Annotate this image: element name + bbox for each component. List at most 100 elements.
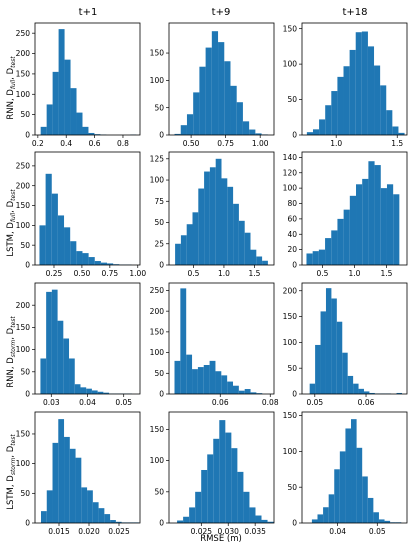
x-tick-label: 0.020 bbox=[78, 527, 100, 536]
y-tick-label: 50 bbox=[20, 110, 30, 119]
histogram-panel-r2-c2: 0.05 0.06 0 50 100 150 200 bbox=[283, 282, 408, 407]
histogram-bar bbox=[373, 512, 379, 523]
histogram-panel-r1-c1: 0.5 1.0 1.5 0 25 50 75 100 125 bbox=[150, 151, 275, 278]
histogram-bar bbox=[318, 249, 326, 265]
histogram-bar bbox=[211, 31, 219, 136]
x-tick-label: 0.5 bbox=[317, 269, 329, 278]
histogram-bar bbox=[374, 65, 381, 135]
axes-frame bbox=[301, 411, 408, 524]
x-tick-label: 1.0 bbox=[218, 269, 230, 278]
x-tick-label: 0.50 bbox=[74, 269, 91, 278]
histogram-bar bbox=[110, 520, 116, 523]
histogram-bar bbox=[312, 129, 320, 135]
histogram-bar bbox=[192, 212, 199, 265]
histogram-bar bbox=[349, 49, 356, 135]
y-tick-label: 0 bbox=[292, 261, 297, 270]
row-label-3: LSTM, Dstorm, Dtest bbox=[6, 434, 17, 510]
histogram-bar bbox=[309, 383, 316, 394]
histogram-bar bbox=[337, 218, 344, 265]
histogram-bar bbox=[40, 126, 47, 135]
y-tick-label: 50 bbox=[20, 367, 30, 376]
x-tick-label: 0.5 bbox=[187, 269, 199, 278]
histogram-bar bbox=[180, 288, 187, 394]
y-tick-label: 100 bbox=[283, 338, 298, 347]
histogram-bar bbox=[336, 321, 343, 394]
x-tick-label: 0.05 bbox=[369, 527, 386, 536]
y-tick-label: 50 bbox=[154, 487, 164, 496]
histogram-bar bbox=[323, 507, 329, 523]
y-tick-label: 50 bbox=[287, 364, 297, 373]
column-title-t1: t+1 bbox=[79, 7, 98, 18]
y-tick-label: 0 bbox=[292, 519, 297, 528]
histogram-bar bbox=[51, 193, 58, 265]
histogram-panel-r2-c1: 0.06 0.08 0 50 100 150 200 250 bbox=[150, 282, 279, 407]
histogram-bar bbox=[100, 262, 108, 265]
histogram-bar bbox=[174, 360, 181, 394]
y-tick-label: 100 bbox=[16, 345, 31, 354]
y-tick-label: 150 bbox=[150, 425, 165, 434]
histogram-bar bbox=[345, 428, 352, 523]
histogram-bar bbox=[46, 291, 52, 394]
histogram-bar bbox=[177, 520, 184, 523]
x-tick-label: 0.03 bbox=[43, 398, 60, 407]
y-tick-label: 200 bbox=[16, 181, 31, 190]
histogram-bar bbox=[198, 188, 205, 265]
axes-frame bbox=[168, 22, 275, 136]
y-tick-label: 50 bbox=[154, 218, 164, 227]
y-tick-label: 0 bbox=[159, 131, 164, 140]
y-tick-label: 0 bbox=[159, 261, 164, 270]
y-tick-label: 100 bbox=[283, 60, 298, 69]
x-tick-label: 0.025 bbox=[191, 527, 213, 536]
histogram-bar bbox=[224, 61, 231, 135]
histogram-bar bbox=[70, 241, 77, 265]
x-tick-label: 0.035 bbox=[244, 527, 266, 536]
histogram-bar bbox=[250, 249, 257, 265]
y-tick-label: 0 bbox=[25, 390, 30, 399]
histogram-bar bbox=[249, 507, 256, 523]
histogram-bar bbox=[180, 125, 187, 135]
histogram-bar bbox=[75, 457, 82, 523]
histogram-bar bbox=[236, 102, 243, 135]
x-tick-label: 0.05 bbox=[115, 398, 132, 407]
histogram-panel-r0-c0: 0.2 0.4 0.6 0.8 0 50 100 150 200 250 bbox=[16, 22, 141, 148]
y-tick-label: 0 bbox=[25, 519, 30, 528]
histogram-bar bbox=[64, 59, 71, 135]
histogram-bar bbox=[64, 227, 71, 265]
histogram-bar bbox=[81, 487, 88, 523]
y-tick-label: 50 bbox=[20, 489, 30, 498]
histogram-bar bbox=[193, 92, 200, 135]
axes-frame bbox=[168, 282, 275, 395]
histogram-bar bbox=[355, 32, 362, 135]
histogram-bar bbox=[398, 132, 405, 135]
y-tick-label: 100 bbox=[283, 447, 298, 456]
histogram-bar bbox=[233, 203, 239, 265]
histogram-bar bbox=[362, 178, 369, 265]
x-tick-label: 0.50 bbox=[183, 139, 200, 148]
histogram-bar bbox=[183, 516, 190, 523]
column-title-t18: t+18 bbox=[342, 7, 367, 18]
histogram-bar bbox=[255, 515, 262, 523]
histogram-bar bbox=[46, 490, 53, 523]
histogram-bar bbox=[331, 298, 337, 394]
histogram-bar bbox=[82, 253, 89, 265]
histogram-bar bbox=[343, 209, 350, 265]
x-tick-label: 1.00 bbox=[252, 139, 269, 148]
histogram-bar bbox=[88, 132, 95, 135]
histogram-bar bbox=[74, 384, 81, 394]
histogram-bar bbox=[205, 47, 212, 136]
histogram-bar bbox=[311, 519, 318, 523]
histogram-bar bbox=[215, 158, 222, 265]
histogram-bar bbox=[201, 469, 208, 523]
histogram-bar bbox=[386, 110, 393, 135]
histogram-bar bbox=[91, 390, 98, 394]
column-title-t9: t+9 bbox=[212, 7, 231, 18]
histogram-panel-r0-c2: 1.0 1.5 0 50 100 150 bbox=[283, 22, 408, 148]
histogram-bar bbox=[331, 91, 338, 135]
y-tick-label: 100 bbox=[150, 456, 165, 465]
axes-frame bbox=[301, 22, 408, 136]
x-tick-label: 0.04 bbox=[79, 398, 96, 407]
histogram-bar bbox=[363, 391, 370, 394]
histogram-bar bbox=[41, 511, 47, 523]
y-tick-label: 150 bbox=[16, 430, 31, 439]
